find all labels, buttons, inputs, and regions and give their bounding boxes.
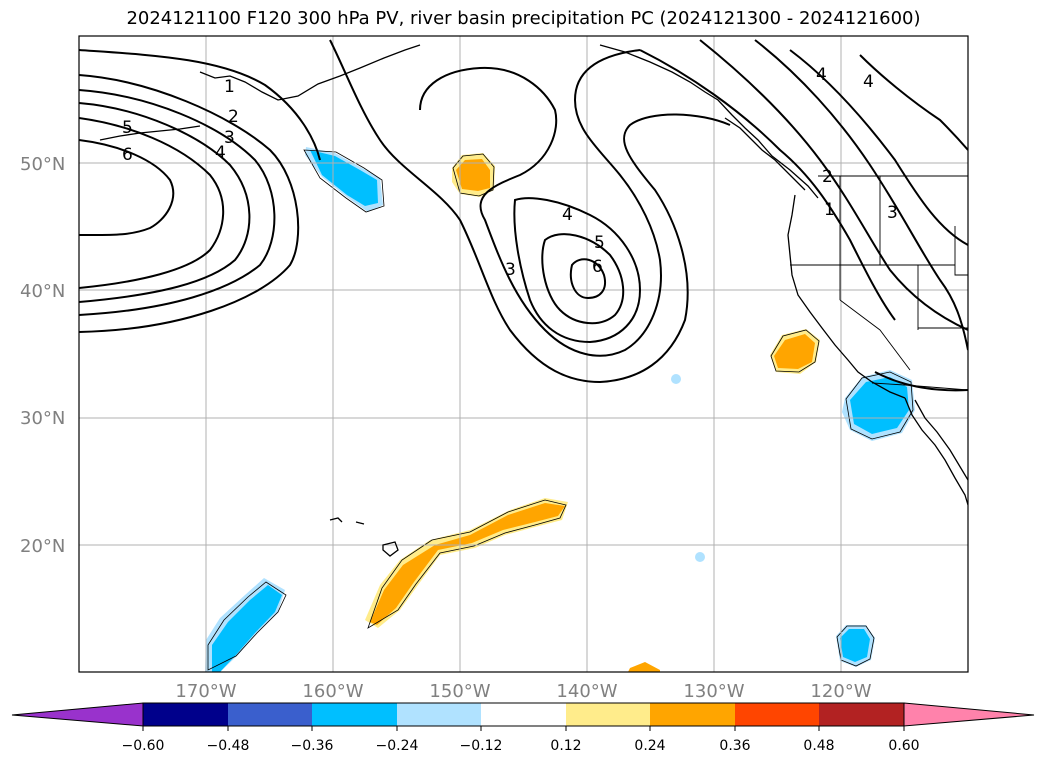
pv-contour-3 <box>79 89 276 316</box>
precip-shading <box>205 147 915 672</box>
pv-contour-east-4b <box>859 54 968 151</box>
pv-contour-label: 6 <box>122 145 133 165</box>
precip-blob <box>628 662 660 672</box>
pv-contour-5 <box>79 117 225 289</box>
colorbar-extend-low <box>11 702 144 727</box>
colorbar-segment <box>481 703 566 726</box>
colorbar-segment <box>735 703 819 726</box>
colorbar-tick-label: 0.12 <box>550 738 581 754</box>
colorbar-segment <box>312 703 397 726</box>
colorbar-segment <box>819 703 904 726</box>
pv-contour-south <box>874 371 968 392</box>
lon-label: 120°W <box>810 681 871 702</box>
lat-label: 50°N <box>20 154 65 175</box>
colorbar-tick-label: 0.24 <box>634 738 665 754</box>
colorbar-tick-label: −0.12 <box>460 738 503 754</box>
latitude-labels: 50°N 40°N 30°N 20°N <box>20 154 65 557</box>
pv-contours <box>79 39 968 392</box>
precip-outlines <box>207 149 914 671</box>
colorbar-tick-label: 0.60 <box>888 738 919 754</box>
pv-contour-2 <box>79 74 300 333</box>
colorbar-tick-label: −0.24 <box>376 738 419 754</box>
lat-label: 30°N <box>20 408 65 429</box>
lon-label: 130°W <box>683 681 744 702</box>
colorbar-extend-high <box>903 702 1035 727</box>
colorbar-segment <box>566 703 650 726</box>
precip-blob <box>310 150 378 206</box>
map-frame <box>78 35 969 673</box>
colorbar-tick-label: −0.36 <box>291 738 334 754</box>
pv-contour-east-1 <box>639 49 896 321</box>
pv-contour-label: 3 <box>224 128 235 148</box>
pv-contour-label: 4 <box>562 205 573 225</box>
pv-contour-label: 4 <box>816 65 827 85</box>
pv-contour-east-4 <box>789 49 968 246</box>
precip-blob <box>365 498 568 628</box>
pv-contour-4 <box>79 102 251 303</box>
pv-contour-east-3 <box>754 39 968 351</box>
colorbar: −0.60 −0.48 −0.36 −0.24 −0.12 0.12 0.24 … <box>11 702 1035 754</box>
pv-contour-label: 2 <box>822 167 833 187</box>
precip-blob <box>774 334 815 369</box>
precip-blob <box>456 159 490 191</box>
pv-contour-1 <box>79 49 321 161</box>
precip-blob <box>370 503 565 625</box>
lon-label: 150°W <box>429 681 490 702</box>
lon-label: 170°W <box>175 681 236 702</box>
pv-contour-label: 3 <box>505 260 516 280</box>
colorbar-segment <box>650 703 735 726</box>
pv-contour-label: 5 <box>122 118 133 138</box>
pv-contour-label: 5 <box>594 233 605 253</box>
aleutians <box>99 125 201 141</box>
pv-contour-trough-4 <box>419 49 662 357</box>
canada-islands <box>724 117 806 191</box>
pv-contour-label: 2 <box>228 107 239 127</box>
map-area <box>79 36 968 672</box>
baja-coast <box>904 397 968 506</box>
pv-contour-label: 6 <box>592 257 603 277</box>
us-west-coast <box>787 194 906 399</box>
coastlines <box>99 44 968 557</box>
ca-nv-border <box>839 299 911 371</box>
colorbar-tick-label: 0.36 <box>719 738 750 754</box>
pv-contour-inner-4 <box>513 197 642 344</box>
pv-contour-inner-6 <box>569 258 606 300</box>
pv-contour-label: 1 <box>224 77 235 97</box>
precip-blob <box>840 629 870 662</box>
colorbar-segment <box>143 703 228 726</box>
us-mexico-border <box>871 382 968 391</box>
pv-contour-label: 4 <box>863 72 874 92</box>
colorbar-tick-label: −0.48 <box>207 738 250 754</box>
gulf-of-alaska-coast <box>599 44 819 199</box>
precip-blob <box>212 585 282 672</box>
pv-contour-trough-3 <box>329 39 731 384</box>
colorbar-segment <box>228 703 312 726</box>
lon-label: 140°W <box>556 681 617 702</box>
lat-label: 40°N <box>20 281 65 302</box>
pv-contour-east-2 <box>699 39 968 331</box>
hawaii-islands <box>329 517 399 557</box>
precip-blob <box>695 552 705 562</box>
lat-label: 20°N <box>20 536 65 557</box>
pv-contour-label: 1 <box>824 200 835 220</box>
baja-inner <box>914 399 968 481</box>
pv-contour-labels: 1 2 3 4 5 6 3 4 5 6 1 2 3 4 4 <box>122 65 898 280</box>
lon-label: 160°W <box>302 681 363 702</box>
map-title: 2024121100 F120 300 hPa PV, river basin … <box>126 8 921 29</box>
pv-contour-6 <box>79 139 175 237</box>
pv-contour-inner-5 <box>541 233 625 325</box>
pv-contour-label: 3 <box>887 203 898 223</box>
alaska-coast <box>199 44 421 101</box>
precip-blob <box>671 374 681 384</box>
colorbar-tick-label: 0.48 <box>803 738 834 754</box>
pv-contour-label: 4 <box>215 143 226 163</box>
precip-blob <box>850 377 909 434</box>
colorbar-tick-label: −0.60 <box>122 738 165 754</box>
longitude-labels: 170°W 160°W 150°W 140°W 130°W 120°W <box>175 681 871 702</box>
colorbar-segment <box>397 703 481 726</box>
